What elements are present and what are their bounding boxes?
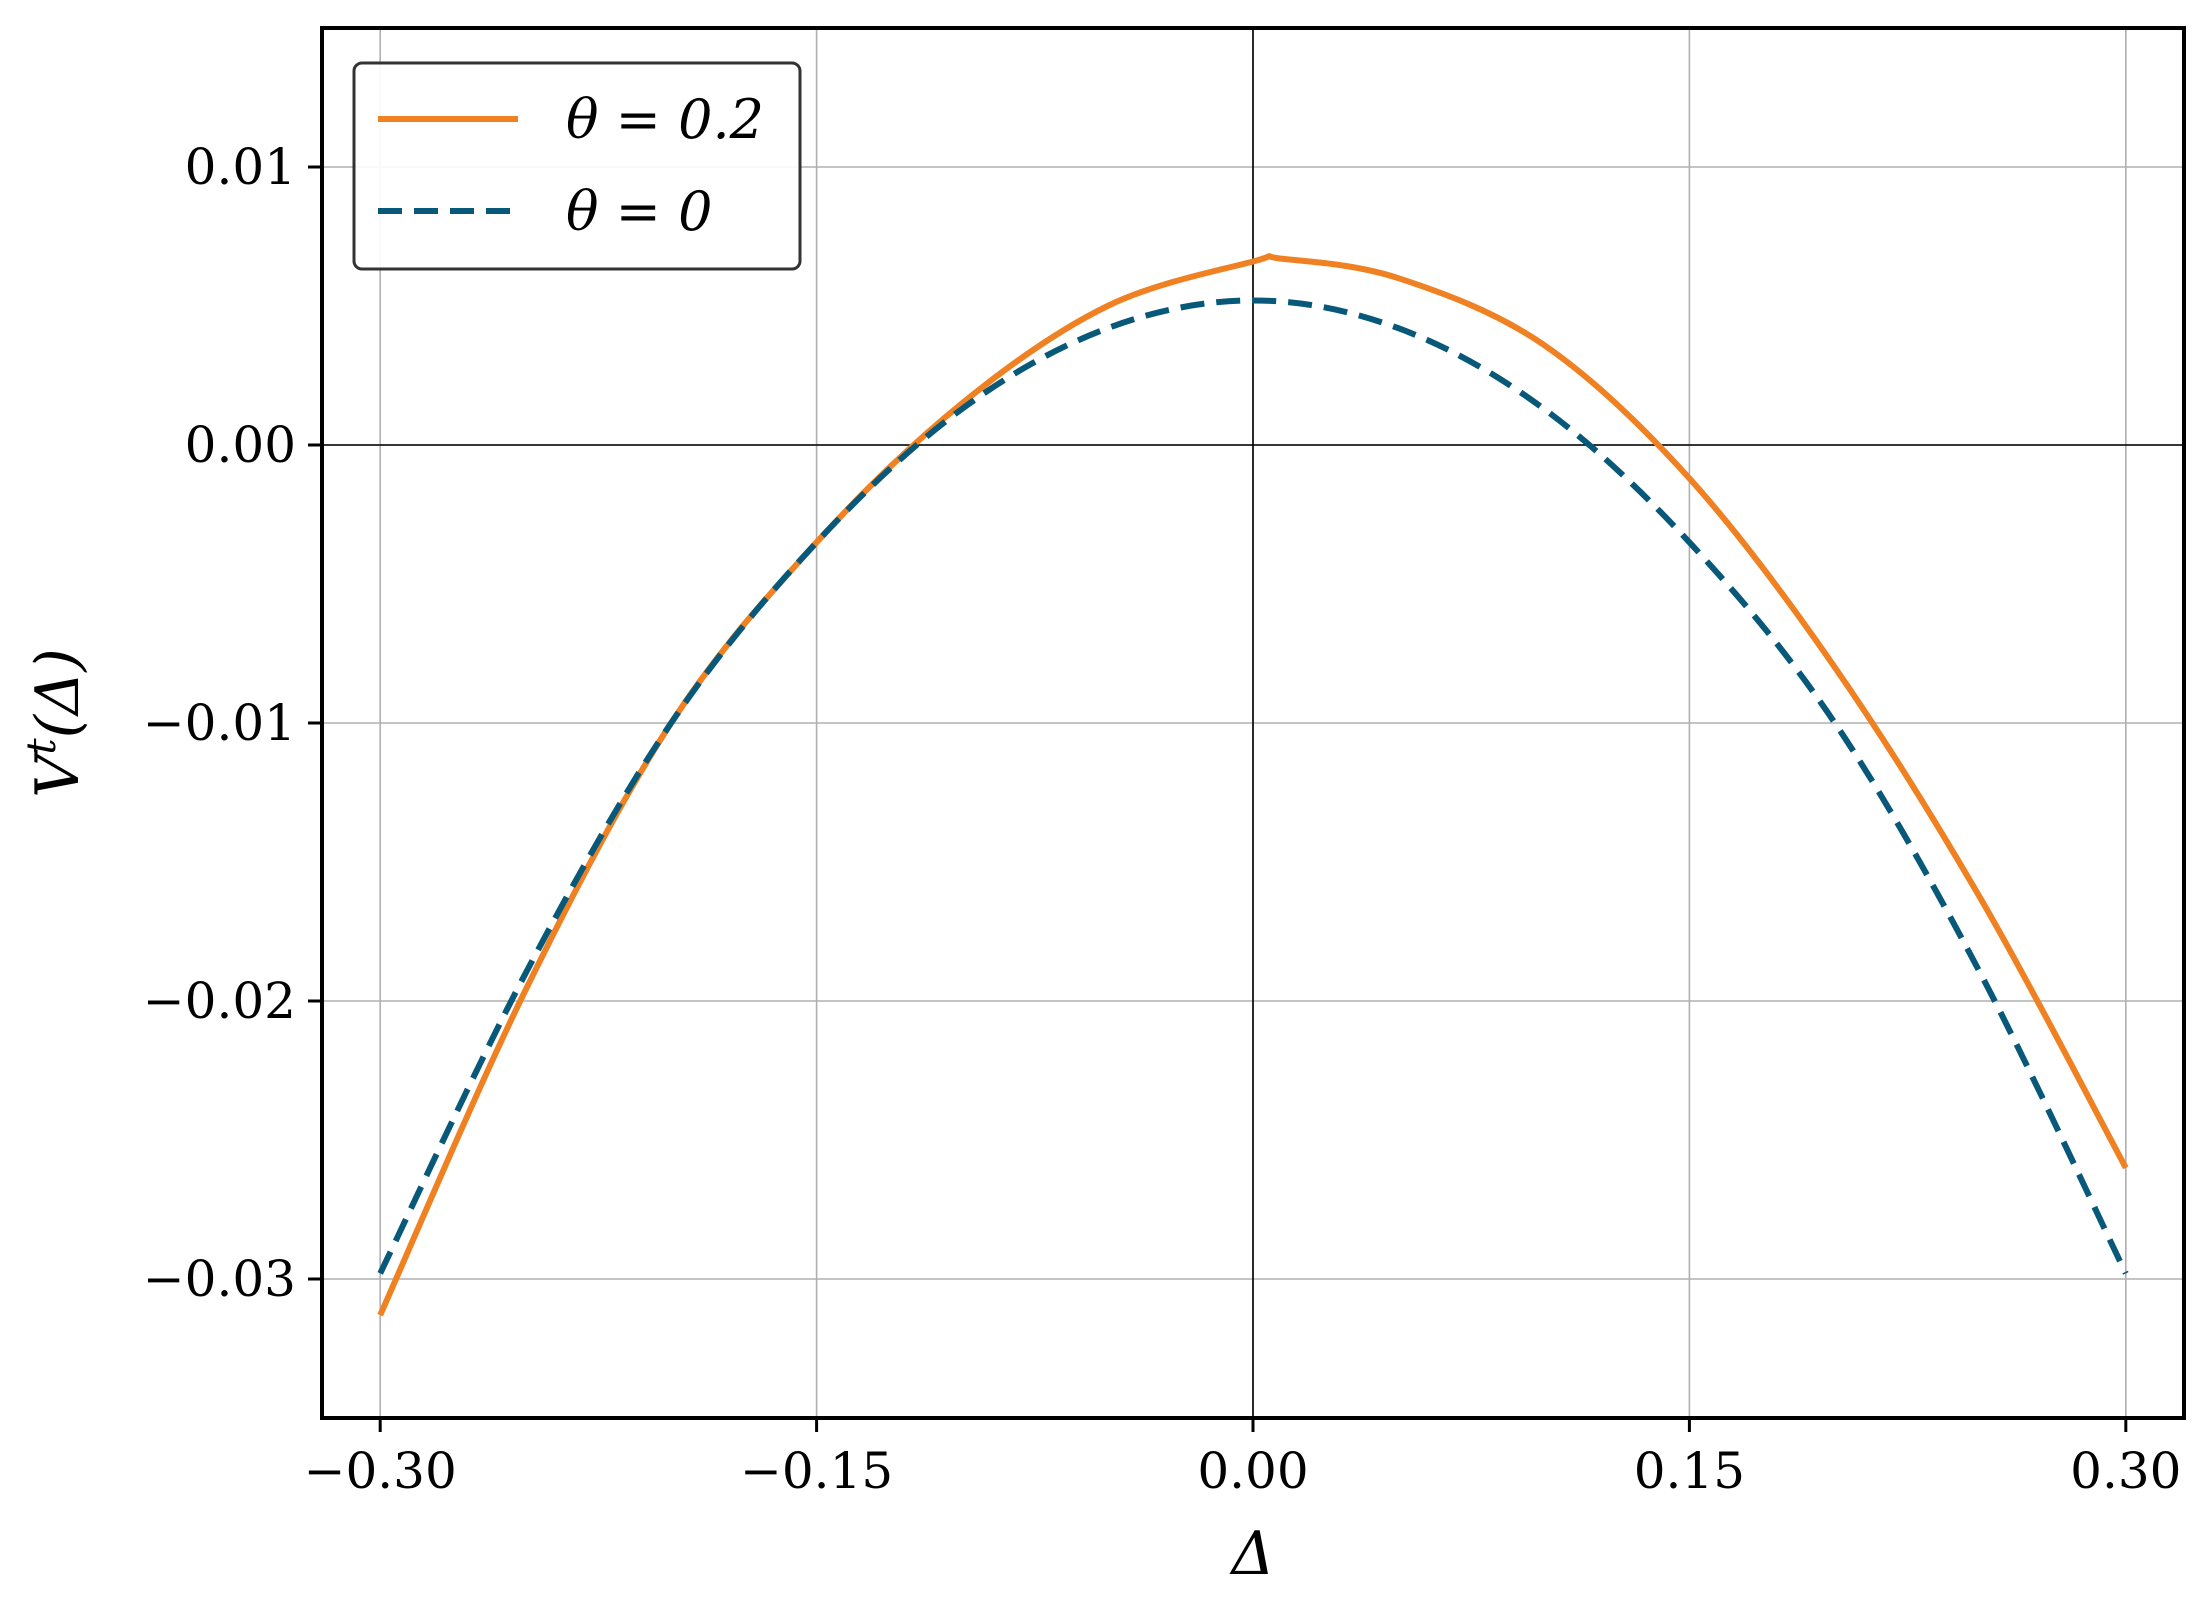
legend-label-theta-0-2: θ = 0.2 [566, 88, 764, 151]
y-axis-ticks: 0.01 0.00 −0.01 −0.02 −0.03 [143, 138, 322, 1308]
y-tick-label: 0.01 [185, 138, 296, 196]
y-axis-title: Vt(Δ) [19, 648, 93, 798]
x-axis-title: Δ [1229, 1519, 1274, 1589]
x-tick-label: 0.15 [1634, 1442, 1745, 1500]
y-tick-label: −0.02 [143, 972, 296, 1030]
x-tick-label: −0.30 [304, 1442, 457, 1500]
x-axis-ticks: −0.30 −0.15 0.00 0.15 0.30 [304, 1418, 2181, 1500]
series-line-theta-0-2 [377, 253, 2129, 1317]
y-tick-label: 0.00 [185, 416, 296, 474]
y-tick-label: −0.01 [143, 694, 296, 752]
legend: θ = 0.2 θ = 0 [352, 61, 802, 271]
x-tick-label: 0.30 [2070, 1442, 2181, 1500]
series-lines [377, 253, 2129, 1317]
legend-label-theta-0: θ = 0 [566, 180, 712, 243]
x-tick-label: −0.15 [740, 1442, 893, 1500]
series-line-theta-0 [377, 297, 2129, 1275]
x-tick-label: 0.00 [1197, 1442, 1308, 1500]
legend-box [352, 61, 802, 271]
y-tick-label: −0.03 [143, 1250, 296, 1308]
